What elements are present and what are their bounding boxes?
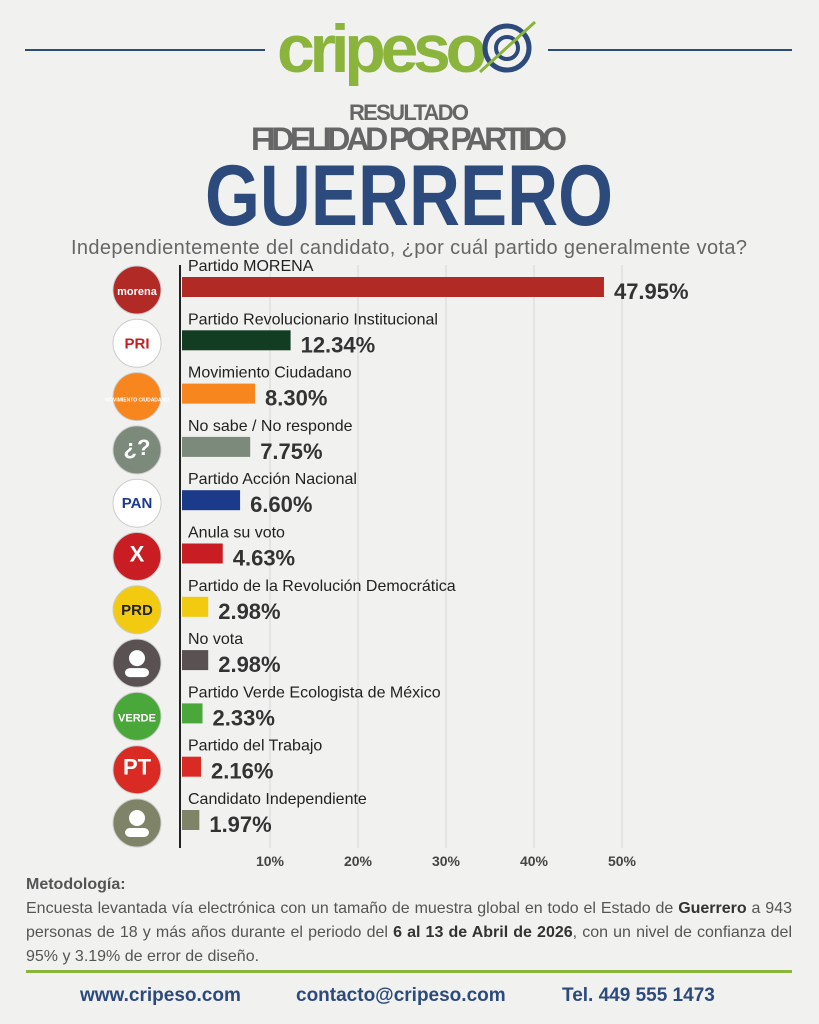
icon-text: PRD <box>121 602 153 619</box>
x-tick-label: 10% <box>256 853 285 869</box>
category-label: Partido MORENA <box>188 258 314 275</box>
icon-circle <box>112 372 162 422</box>
icon-text: PRI <box>124 335 149 352</box>
logo: cripeso <box>277 11 487 87</box>
icon-circle <box>112 532 162 581</box>
icon-text: ¿? <box>124 435 151 460</box>
icon-glyph <box>125 828 149 837</box>
icon-circle <box>112 478 162 528</box>
icon-text: X <box>130 542 145 567</box>
web: www.cripeso.com <box>80 985 241 1006</box>
rule <box>26 970 792 973</box>
party-icon: MOVIMIENTO CIUDADANO <box>105 372 169 422</box>
icon-circle <box>112 318 162 368</box>
icon-circle <box>112 425 162 475</box>
party-icon: PAN <box>112 478 162 528</box>
value-label: 2.98% <box>218 652 280 677</box>
icon-text: PAN <box>122 495 153 512</box>
value-label: 1.97% <box>209 812 271 837</box>
methodology-run: Guerrero <box>678 900 747 917</box>
value-label: 12.34% <box>301 332 376 357</box>
party-icon <box>112 638 162 688</box>
kicker: RESULTADO <box>349 100 469 125</box>
methodology: Metodología: Encuesta levantada vía elec… <box>26 873 792 969</box>
bar <box>182 650 209 671</box>
bar <box>182 330 291 351</box>
category-label: Partido Acción Nacional <box>188 471 357 488</box>
x-tick-label: 40% <box>520 853 549 869</box>
party-icon: VERDE <box>112 691 162 741</box>
icon-circle <box>112 585 162 635</box>
bar <box>182 543 223 564</box>
icon-circle <box>112 691 162 741</box>
value-label: 8.30% <box>265 386 327 411</box>
category-label: No vota <box>188 631 243 648</box>
bar <box>182 490 241 511</box>
bar <box>182 703 203 724</box>
category-label: Partido del Trabajo <box>188 738 322 755</box>
bar <box>182 810 200 830</box>
subtitle: FIDELIDAD POR PARTIDO <box>251 121 567 157</box>
icon-circle <box>112 745 162 795</box>
category-label: Movimiento Ciudadano <box>188 365 352 382</box>
category-label: Partido de la Revolución Democrática <box>188 578 456 595</box>
icon-text: morena <box>117 286 158 298</box>
email: contacto@cripeso.com <box>296 985 506 1006</box>
methodology-run: a 943 personas de 18 y más años durante … <box>26 900 792 941</box>
icon-glyph <box>125 668 149 678</box>
category-label: Partido Revolucionario Institucional <box>188 311 438 328</box>
icon-text: VERDE <box>118 712 156 724</box>
methodology-text: Encuesta levantada vía electrónica con u… <box>26 897 792 969</box>
bar <box>182 436 251 457</box>
party-icon: PRI <box>112 318 162 368</box>
icon-circle <box>112 265 162 315</box>
value-label: 2.33% <box>213 705 275 730</box>
party-icon: PT <box>112 745 162 795</box>
x-tick-label: 20% <box>344 853 373 869</box>
icon-text: MOVIMIENTO CIUDADANO <box>105 398 169 404</box>
icon-glyph <box>129 650 145 667</box>
methodology-run: 6 al 13 de Abril de 2026 <box>393 924 573 941</box>
title: GUERRERO <box>205 148 613 244</box>
methodology-run: Encuesta levantada vía electrónica con u… <box>26 900 679 917</box>
methodology-heading: Metodología: <box>26 876 126 893</box>
party-icon <box>112 798 162 848</box>
value-label: 4.63% <box>233 546 295 571</box>
bar <box>182 277 604 297</box>
x-tick-label: 30% <box>432 853 461 869</box>
phone: Tel. 449 555 1473 <box>562 985 715 1006</box>
value-label: 2.98% <box>218 599 280 624</box>
x-tick-label: 50% <box>608 853 637 869</box>
value-label: 6.60% <box>250 492 312 517</box>
party-icon: ¿? <box>112 425 162 475</box>
category-label: Partido Verde Ecologista de México <box>188 684 441 701</box>
category-label: No sabe / No responde <box>188 418 353 435</box>
bar <box>182 756 202 777</box>
value-label: 2.16% <box>211 759 273 784</box>
bar <box>182 383 256 404</box>
party-icon: morena <box>112 265 162 315</box>
value-label: 47.95% <box>614 279 689 304</box>
category-label: Anula su voto <box>188 525 285 542</box>
category-label: Candidato Independiente <box>188 791 367 808</box>
party-icon: X <box>112 532 162 581</box>
bar <box>182 596 209 617</box>
value-label: 7.75% <box>260 439 322 464</box>
party-icon: PRD <box>112 585 162 635</box>
icon-glyph <box>129 810 145 826</box>
question: Independientemente del candidato, ¿por c… <box>71 237 747 259</box>
methodology-run: , con un nivel de confianza del 95% y 3.… <box>26 924 793 965</box>
logo-target <box>478 20 537 74</box>
icon-text: PT <box>123 755 152 780</box>
